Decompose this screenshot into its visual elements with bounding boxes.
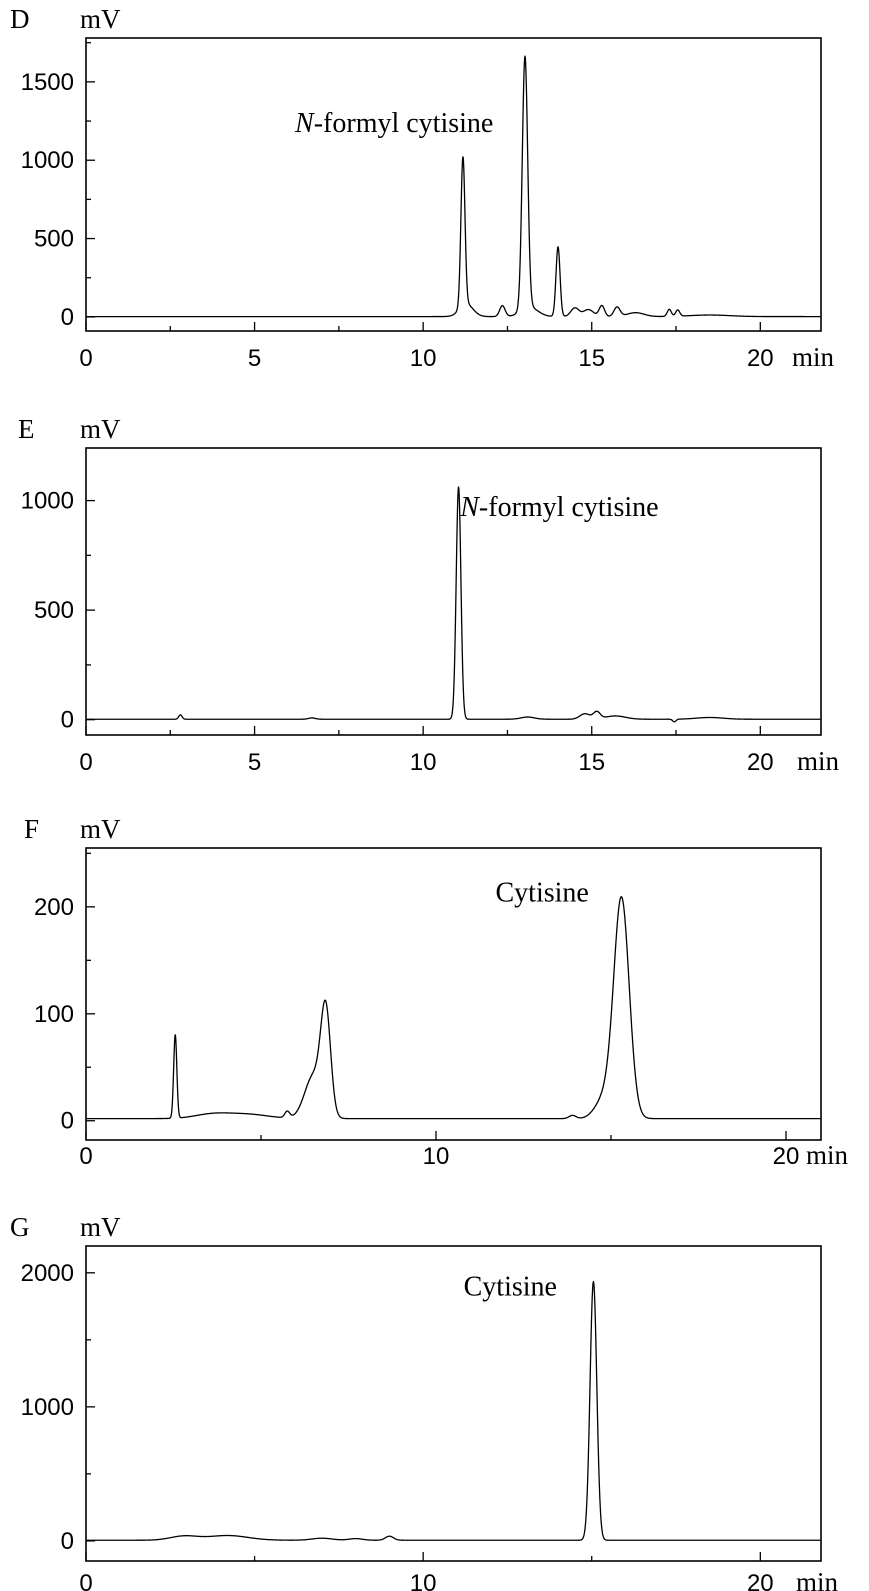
x-tick-label: 20 <box>747 345 774 372</box>
plot-frame <box>85 37 822 332</box>
chromatogram-trace <box>86 896 821 1120</box>
peak-annotation: N-formyl cytisine <box>459 492 658 523</box>
x-tick-label: 20 <box>747 1570 774 1591</box>
peak-annotation: Cytisine <box>464 1272 557 1303</box>
panel-label: D <box>10 4 30 34</box>
y-axis-unit: mV <box>80 814 121 844</box>
peak-annotation: Cytisine <box>496 877 589 908</box>
x-tick-label: 5 <box>248 749 261 776</box>
y-axis-unit: mV <box>80 1212 121 1242</box>
x-tick-label: 20 <box>747 749 774 776</box>
x-tick-label: 10 <box>410 345 437 372</box>
y-tick-label: 0 <box>61 1108 74 1135</box>
y-tick-label: 200 <box>34 894 74 921</box>
y-axis-unit: mV <box>80 414 121 444</box>
plot-frame <box>85 1245 822 1562</box>
x-tick-label: 10 <box>410 1570 437 1591</box>
y-tick-label: 1000 <box>21 147 74 174</box>
x-tick-label: 0 <box>79 345 92 372</box>
x-axis-unit: min <box>796 1567 839 1591</box>
chromatogram-trace <box>86 1280 821 1541</box>
y-tick-label: 0 <box>61 1528 74 1555</box>
x-tick-label: 0 <box>79 1570 92 1591</box>
y-tick-label: 100 <box>34 1001 74 1028</box>
y-tick-label: 500 <box>34 597 74 624</box>
x-tick-label: 20 <box>773 1143 800 1170</box>
y-tick-label: 1000 <box>21 1394 74 1421</box>
chart-panel-g: 0 10 20 0 1000 2000 G mV min Cytisine <box>10 1212 839 1591</box>
y-tick-label: 0 <box>61 304 74 331</box>
panel-label: G <box>10 1212 30 1242</box>
chart-panel-d: 0 5 10 15 20 0 500 1000 1500 D mV min N-formyl cytis… <box>10 4 835 372</box>
chromatogram-trace <box>86 55 821 318</box>
x-tick-label: 5 <box>248 345 261 372</box>
panel-label: F <box>24 814 39 844</box>
x-tick-label: 10 <box>410 749 437 776</box>
plot-frame <box>85 847 822 1141</box>
panel-label: E <box>18 414 35 444</box>
y-tick-label: 1500 <box>21 69 74 96</box>
x-tick-label: 15 <box>578 749 605 776</box>
x-tick-label: 10 <box>423 1143 450 1170</box>
x-axis-unit: min <box>792 342 835 372</box>
y-tick-label: 1000 <box>21 488 74 515</box>
chromatogram-trace <box>86 486 821 723</box>
y-tick-label: 2000 <box>21 1260 74 1287</box>
x-tick-label: 15 <box>578 345 605 372</box>
plot-frame <box>85 447 822 736</box>
x-axis-unit: min <box>797 746 840 776</box>
y-tick-label: 500 <box>34 226 74 253</box>
chart-panel-e: 0 5 10 15 20 0 500 1000 E mV min N-formyl cytisine <box>18 414 840 776</box>
y-tick-label: 0 <box>61 707 74 734</box>
x-tick-label: 0 <box>79 1143 92 1170</box>
peak-annotation: N-formyl cytisine <box>294 108 493 139</box>
x-tick-label: 0 <box>79 749 92 776</box>
y-axis-unit: mV <box>80 4 121 34</box>
x-axis-unit: min <box>806 1140 849 1170</box>
